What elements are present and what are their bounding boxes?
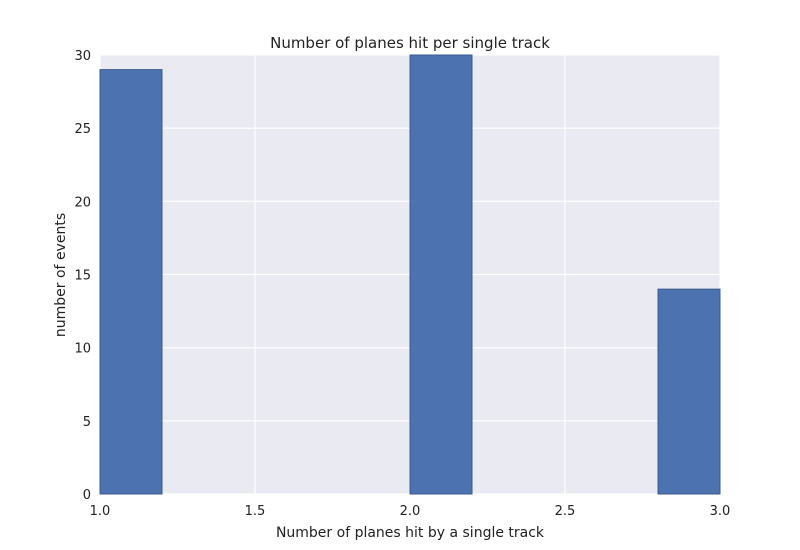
x-tick-label: 2.0 — [400, 504, 421, 519]
x-tick-label: 3.0 — [710, 504, 731, 519]
y-tick-label: 30 — [74, 49, 91, 64]
x-tick-label: 1.0 — [90, 504, 111, 519]
x-tick-label: 1.5 — [245, 504, 266, 519]
x-axis-label: Number of planes hit by a single track — [276, 525, 545, 541]
y-tick-label: 10 — [74, 342, 91, 357]
y-tick-labels: 0 5 10 15 20 25 30 — [74, 49, 91, 503]
x-tick-labels: 1.0 1.5 2.0 2.5 3.0 — [90, 504, 731, 519]
y-tick-label: 15 — [74, 269, 91, 284]
y-tick-label: 25 — [74, 122, 91, 137]
bars — [99, 54, 721, 495]
histogram-bar — [409, 54, 473, 495]
chart-title: Number of planes hit per single track — [270, 34, 550, 52]
y-tick-label: 0 — [83, 488, 91, 503]
y-axis-label: number of events — [53, 213, 69, 337]
histogram-bar — [99, 69, 163, 495]
histogram-bar — [657, 288, 721, 495]
y-tick-label: 20 — [74, 195, 91, 210]
y-tick-label: 5 — [83, 415, 91, 430]
x-tick-label: 2.5 — [555, 504, 576, 519]
